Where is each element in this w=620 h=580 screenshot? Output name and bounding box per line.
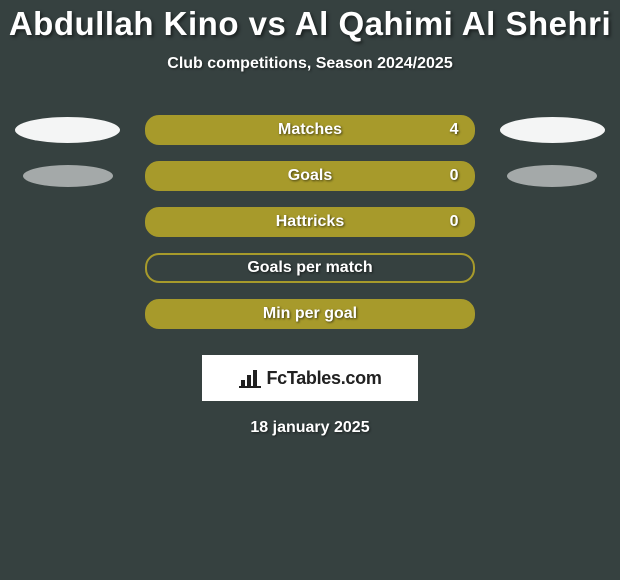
ellipse-icon xyxy=(507,165,597,187)
ellipse-icon xyxy=(23,165,113,187)
footer-date: 18 january 2025 xyxy=(0,419,620,437)
stat-value: 0 xyxy=(450,213,459,231)
stats-rows: Matches 4 Goals 0 Hattricks 0 Goals xyxy=(0,107,620,337)
stat-bar-matches: Matches 4 xyxy=(145,115,474,145)
stat-bar-min-per-goal: Min per goal xyxy=(145,299,474,329)
stat-bar-goals: Goals 0 xyxy=(145,161,474,191)
stat-label: Min per goal xyxy=(263,305,357,323)
stat-row: Min per goal xyxy=(0,291,620,337)
page-title: Abdullah Kino vs Al Qahimi Al Shehri xyxy=(0,5,620,43)
stat-label: Hattricks xyxy=(276,213,344,231)
stat-row: Goals 0 xyxy=(0,153,620,199)
right-indicator xyxy=(485,165,620,187)
bar-chart-icon xyxy=(238,368,262,388)
stat-label: Goals per match xyxy=(247,259,372,277)
right-indicator xyxy=(485,117,620,143)
stat-bar-hattricks: Hattricks 0 xyxy=(145,207,474,237)
stat-label: Matches xyxy=(278,121,342,139)
ellipse-icon xyxy=(15,117,120,143)
ellipse-icon xyxy=(500,117,605,143)
stat-row: Goals per match xyxy=(0,245,620,291)
page-subtitle: Club competitions, Season 2024/2025 xyxy=(0,55,620,73)
stat-value: 0 xyxy=(450,167,459,185)
left-indicator xyxy=(0,165,135,187)
left-indicator xyxy=(0,117,135,143)
stat-bar-goals-per-match: Goals per match xyxy=(145,253,474,283)
brand-badge[interactable]: FcTables.com xyxy=(202,355,418,401)
stat-row: Hattricks 0 xyxy=(0,199,620,245)
brand-text: FcTables.com xyxy=(266,368,381,389)
stat-row: Matches 4 xyxy=(0,107,620,153)
stat-value: 4 xyxy=(450,121,459,139)
stat-label: Goals xyxy=(288,167,332,185)
